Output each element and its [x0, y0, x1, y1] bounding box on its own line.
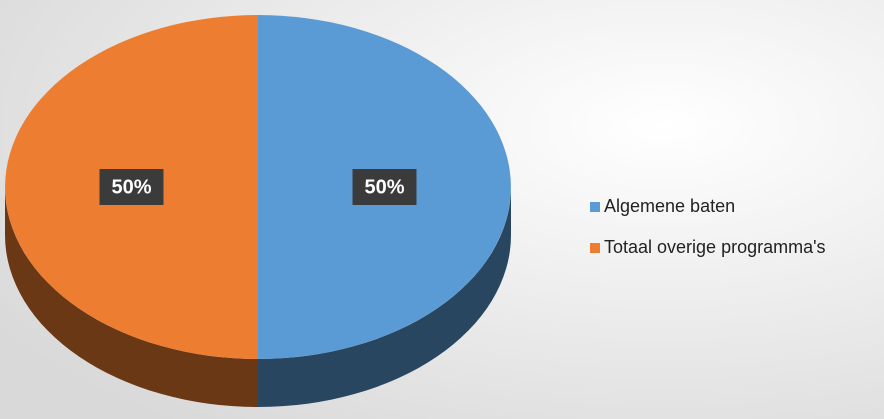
slice-side — [258, 187, 511, 407]
slice-side — [5, 187, 258, 407]
legend-swatch — [590, 202, 600, 212]
value-label-box — [99, 169, 164, 205]
legend-label: Totaal overige programma's — [604, 237, 826, 257]
value-label-box — [352, 169, 417, 205]
legend-label: Algemene baten — [604, 196, 735, 216]
value-label: 50% — [364, 176, 404, 198]
legend-swatch — [590, 243, 600, 253]
value-label: 50% — [111, 176, 151, 198]
